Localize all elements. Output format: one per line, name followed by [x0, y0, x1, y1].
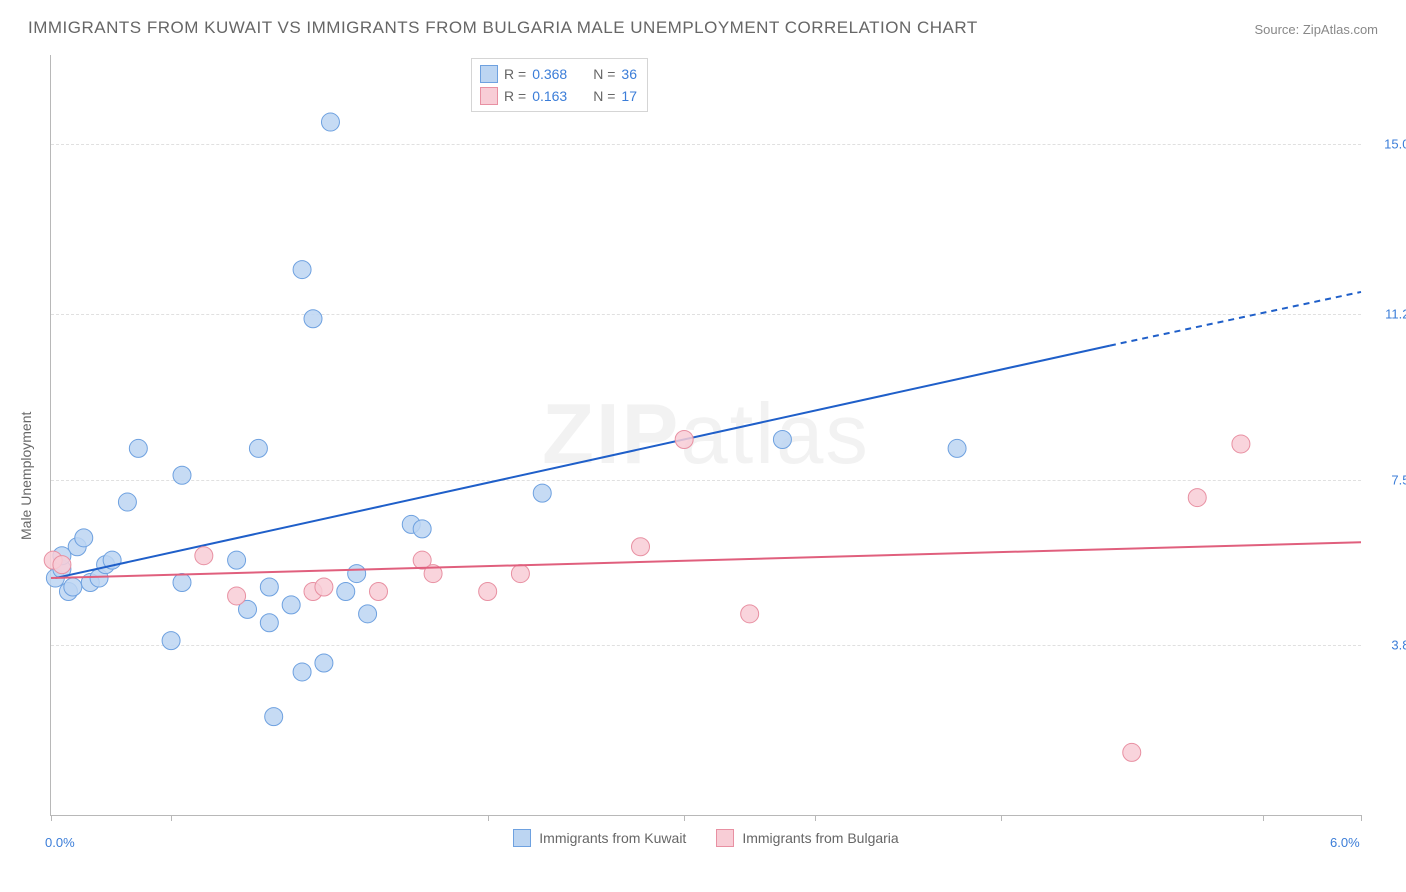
scatter-point	[293, 261, 311, 279]
scatter-point	[173, 466, 191, 484]
scatter-point	[304, 310, 322, 328]
legend-label: Immigrants from Bulgaria	[742, 830, 898, 846]
legend-item: Immigrants from Bulgaria	[716, 829, 898, 847]
scatter-point	[511, 565, 529, 583]
legend-item: Immigrants from Kuwait	[513, 829, 686, 847]
scatter-point	[173, 574, 191, 592]
scatter-point	[64, 578, 82, 596]
swatch-icon	[716, 829, 734, 847]
x-tick	[1001, 815, 1002, 821]
trend-line-extrapolated	[1110, 292, 1361, 346]
scatter-point	[53, 556, 71, 574]
scatter-point	[632, 538, 650, 556]
scatter-point	[315, 654, 333, 672]
scatter-point	[741, 605, 759, 623]
scatter-point	[249, 439, 267, 457]
scatter-point	[282, 596, 300, 614]
x-tick	[815, 815, 816, 821]
scatter-point	[228, 587, 246, 605]
x-tick-label: 6.0%	[1330, 835, 1360, 850]
scatter-point	[321, 113, 339, 131]
x-tick	[51, 815, 52, 821]
scatter-point	[260, 578, 278, 596]
chart-svg	[51, 55, 1361, 815]
scatter-point	[337, 582, 355, 600]
scatter-point	[1188, 489, 1206, 507]
y-tick-label: 3.8%	[1391, 638, 1406, 653]
chart-title: IMMIGRANTS FROM KUWAIT VS IMMIGRANTS FRO…	[28, 18, 978, 38]
scatter-point	[413, 520, 431, 538]
scatter-point	[129, 439, 147, 457]
trend-line	[51, 542, 1361, 578]
series-legend: Immigrants from Kuwait Immigrants from B…	[51, 829, 1361, 847]
x-tick	[1263, 815, 1264, 821]
scatter-point	[1232, 435, 1250, 453]
scatter-point	[675, 430, 693, 448]
scatter-point	[265, 708, 283, 726]
y-tick-label: 15.0%	[1384, 137, 1406, 152]
x-tick	[171, 815, 172, 821]
scatter-point	[948, 439, 966, 457]
source-attribution: Source: ZipAtlas.com	[1254, 22, 1378, 37]
y-tick-label: 11.2%	[1385, 307, 1406, 322]
scatter-point	[533, 484, 551, 502]
scatter-point	[479, 582, 497, 600]
trend-line	[55, 346, 1110, 578]
scatter-point	[359, 605, 377, 623]
y-tick-label: 7.5%	[1391, 472, 1406, 487]
x-tick	[1361, 815, 1362, 821]
scatter-point	[773, 430, 791, 448]
scatter-point	[75, 529, 93, 547]
scatter-point	[348, 565, 366, 583]
plot-area: ZIPatlas R = 0.368 N = 36 R = 0.163 N = …	[50, 55, 1361, 816]
scatter-point	[260, 614, 278, 632]
legend-label: Immigrants from Kuwait	[539, 830, 686, 846]
scatter-point	[293, 663, 311, 681]
scatter-point	[195, 547, 213, 565]
y-axis-label: Male Unemployment	[18, 412, 34, 540]
x-tick	[684, 815, 685, 821]
scatter-point	[370, 582, 388, 600]
swatch-icon	[513, 829, 531, 847]
scatter-point	[228, 551, 246, 569]
scatter-point	[1123, 743, 1141, 761]
x-tick	[488, 815, 489, 821]
scatter-point	[315, 578, 333, 596]
scatter-point	[118, 493, 136, 511]
x-tick-label: 0.0%	[45, 835, 75, 850]
scatter-point	[162, 632, 180, 650]
